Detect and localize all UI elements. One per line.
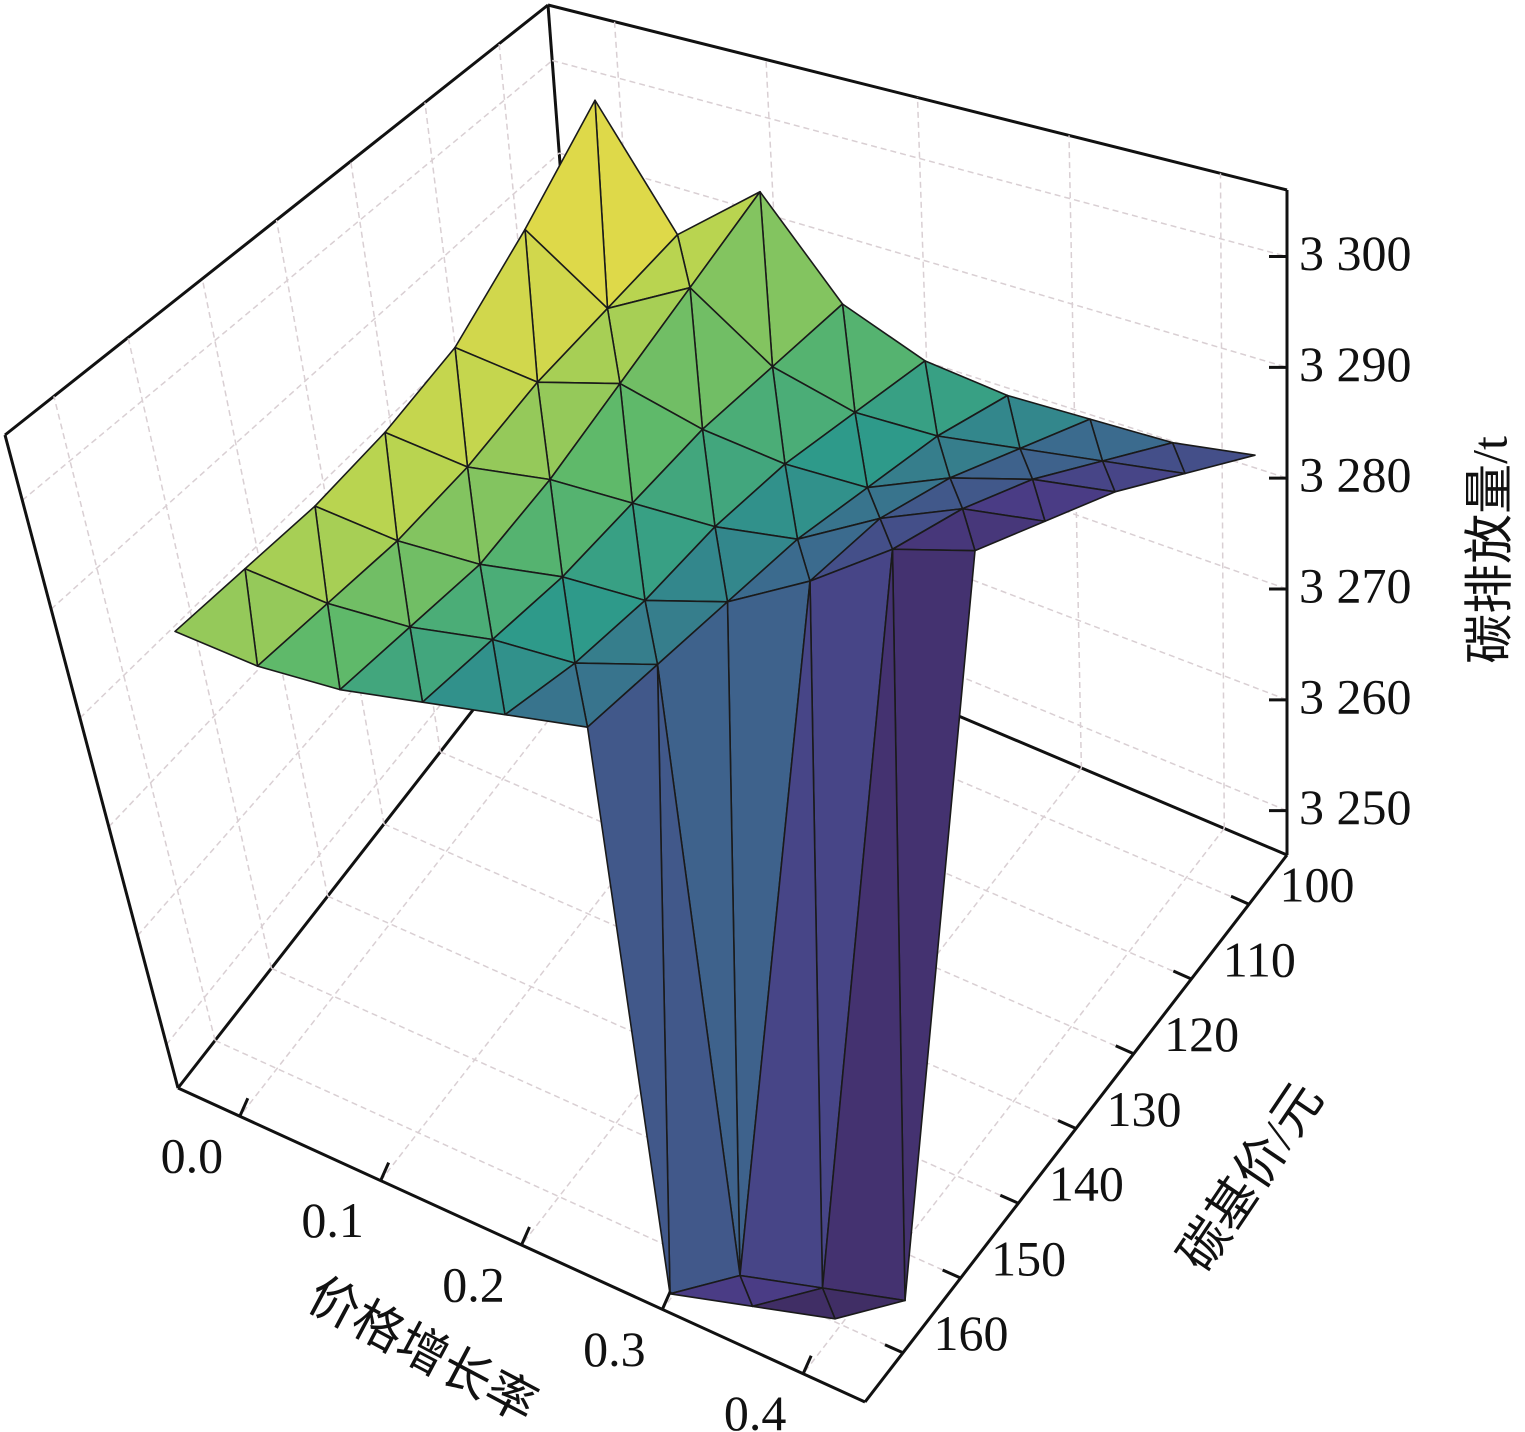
z-axis-title: 碳排放量/t: [1461, 436, 1517, 664]
z-tick-label: 3 290: [1299, 336, 1412, 392]
x-tick-label: 0.3: [583, 1321, 646, 1377]
z-tick-label: 3 250: [1299, 779, 1412, 835]
surface-facet: [421, 638, 506, 716]
y-tick: [1115, 1044, 1135, 1056]
y-tick-label: 160: [933, 1305, 1008, 1361]
grid-line: [53, 396, 216, 1041]
grid-line: [383, 823, 1077, 1130]
surface-facet: [256, 602, 341, 691]
surface-facet: [751, 1287, 836, 1320]
surface-facet: [339, 626, 424, 703]
axis-edge: [3, 434, 180, 1089]
grid-line: [552, 59, 1288, 258]
grid-line: [565, 244, 1288, 479]
y-tick-label: 130: [1107, 1081, 1182, 1137]
x-tick: [520, 1226, 531, 1246]
grid-line: [496, 678, 1192, 980]
grid-line: [579, 429, 1288, 701]
grid-line: [271, 967, 961, 1279]
grid-line: [558, 152, 1288, 369]
y-tick: [1230, 894, 1250, 906]
y-tick-label: 110: [1223, 931, 1296, 987]
surface-facet: [504, 662, 589, 728]
grid-line: [440, 751, 1134, 1055]
grid-line: [327, 895, 1019, 1204]
grid-line: [552, 606, 1250, 905]
surface: [174, 99, 1256, 1320]
y-tick-label: 150: [991, 1230, 1066, 1286]
z-tick-label: 3 260: [1299, 668, 1412, 724]
x-tick: [238, 1097, 250, 1117]
x-tick-label: 0.2: [442, 1256, 505, 1312]
y-tick: [942, 1268, 962, 1280]
grid-line: [1068, 135, 1083, 768]
x-tick: [801, 1355, 813, 1375]
y-tick: [1172, 969, 1192, 981]
grid-line: [572, 337, 1288, 590]
x-tick: [660, 1290, 672, 1310]
z-tick-label: 3 280: [1299, 447, 1412, 503]
x-tick-label: 0.4: [724, 1385, 787, 1432]
y-tick: [1057, 1119, 1077, 1130]
x-tick-label: 0.1: [301, 1192, 364, 1248]
y-tick: [999, 1193, 1019, 1205]
grid-line: [127, 337, 273, 969]
grid-line: [275, 219, 385, 825]
y-tick-label: 140: [1049, 1156, 1124, 1212]
x-tick: [379, 1162, 391, 1182]
grid-line: [586, 522, 1288, 812]
surface-facet: [669, 1274, 754, 1308]
z-tick-label: 3 300: [1299, 225, 1412, 281]
y-tick: [884, 1343, 904, 1355]
grid-line: [50, 152, 560, 610]
y-tick-label: 120: [1164, 1006, 1239, 1062]
front-axes: 0.0 0.1 0.2 0.3 0.4 100 110 120 130 140 150 160 3 25…: [3, 190, 1412, 1432]
grid-line: [214, 1039, 904, 1354]
grid-line: [1219, 173, 1226, 829]
y-tick-label: 100: [1280, 857, 1355, 913]
surface-facet: [586, 663, 671, 1295]
grid-line: [21, 59, 553, 501]
grid-line: [165, 522, 588, 1045]
surface-facet: [174, 567, 259, 667]
x-tick-label: 0.0: [161, 1128, 224, 1184]
z-tick-label: 3 270: [1299, 557, 1412, 613]
